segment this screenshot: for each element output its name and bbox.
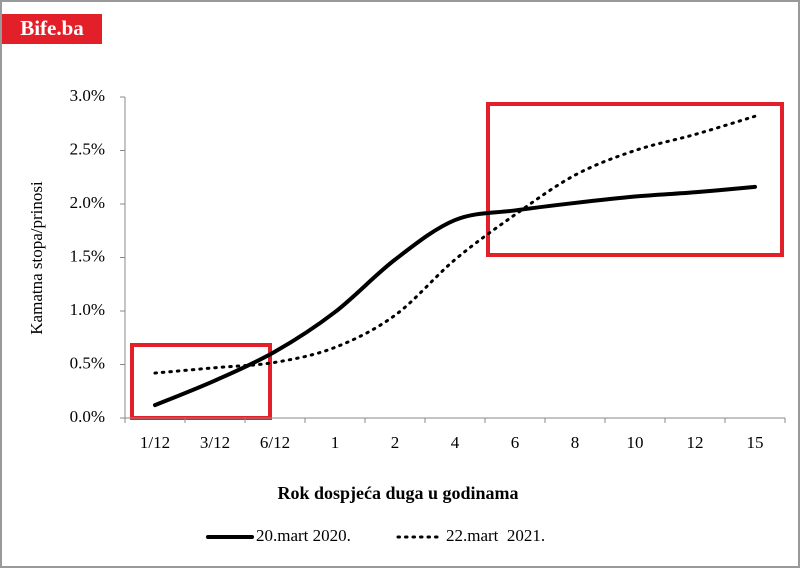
logo-box bbox=[2, 14, 102, 44]
y-tick-label: 1.5% bbox=[70, 246, 105, 265]
legend-label: 22.mart 2021. bbox=[446, 526, 545, 545]
legend-label: 20.mart 2020. bbox=[256, 526, 351, 545]
y-tick-label: 0.5% bbox=[70, 353, 105, 372]
y-tick-label: 1.0% bbox=[70, 300, 105, 319]
x-tick-label: 8 bbox=[571, 433, 580, 452]
x-tick-label: 6 bbox=[511, 433, 520, 452]
y-tick-label: 2.5% bbox=[70, 139, 105, 158]
x-tick-label: 1 bbox=[331, 433, 340, 452]
x-axis-label: Rok dospjeća duga u godinama bbox=[277, 483, 518, 503]
x-tick-label: 10 bbox=[627, 433, 644, 452]
y-tick-label: 0.0% bbox=[70, 407, 105, 426]
y-axis-label: Kamatna stopa/prinosi bbox=[27, 181, 46, 335]
y-tick-label: 2.0% bbox=[70, 193, 105, 212]
logo: Bife.ba bbox=[20, 16, 84, 40]
y-tick-label: 3.0% bbox=[70, 86, 105, 105]
x-tick-label: 3/12 bbox=[200, 433, 230, 452]
x-tick-label: 12 bbox=[687, 433, 704, 452]
x-tick-label: 15 bbox=[747, 433, 764, 452]
x-tick-label: 1/12 bbox=[140, 433, 170, 452]
line-series bbox=[153, 114, 757, 375]
x-tick-label: 2 bbox=[391, 433, 400, 452]
x-tick-label: 6/12 bbox=[260, 433, 290, 452]
highlight-box bbox=[486, 102, 784, 257]
x-tick-label: 4 bbox=[451, 433, 460, 452]
